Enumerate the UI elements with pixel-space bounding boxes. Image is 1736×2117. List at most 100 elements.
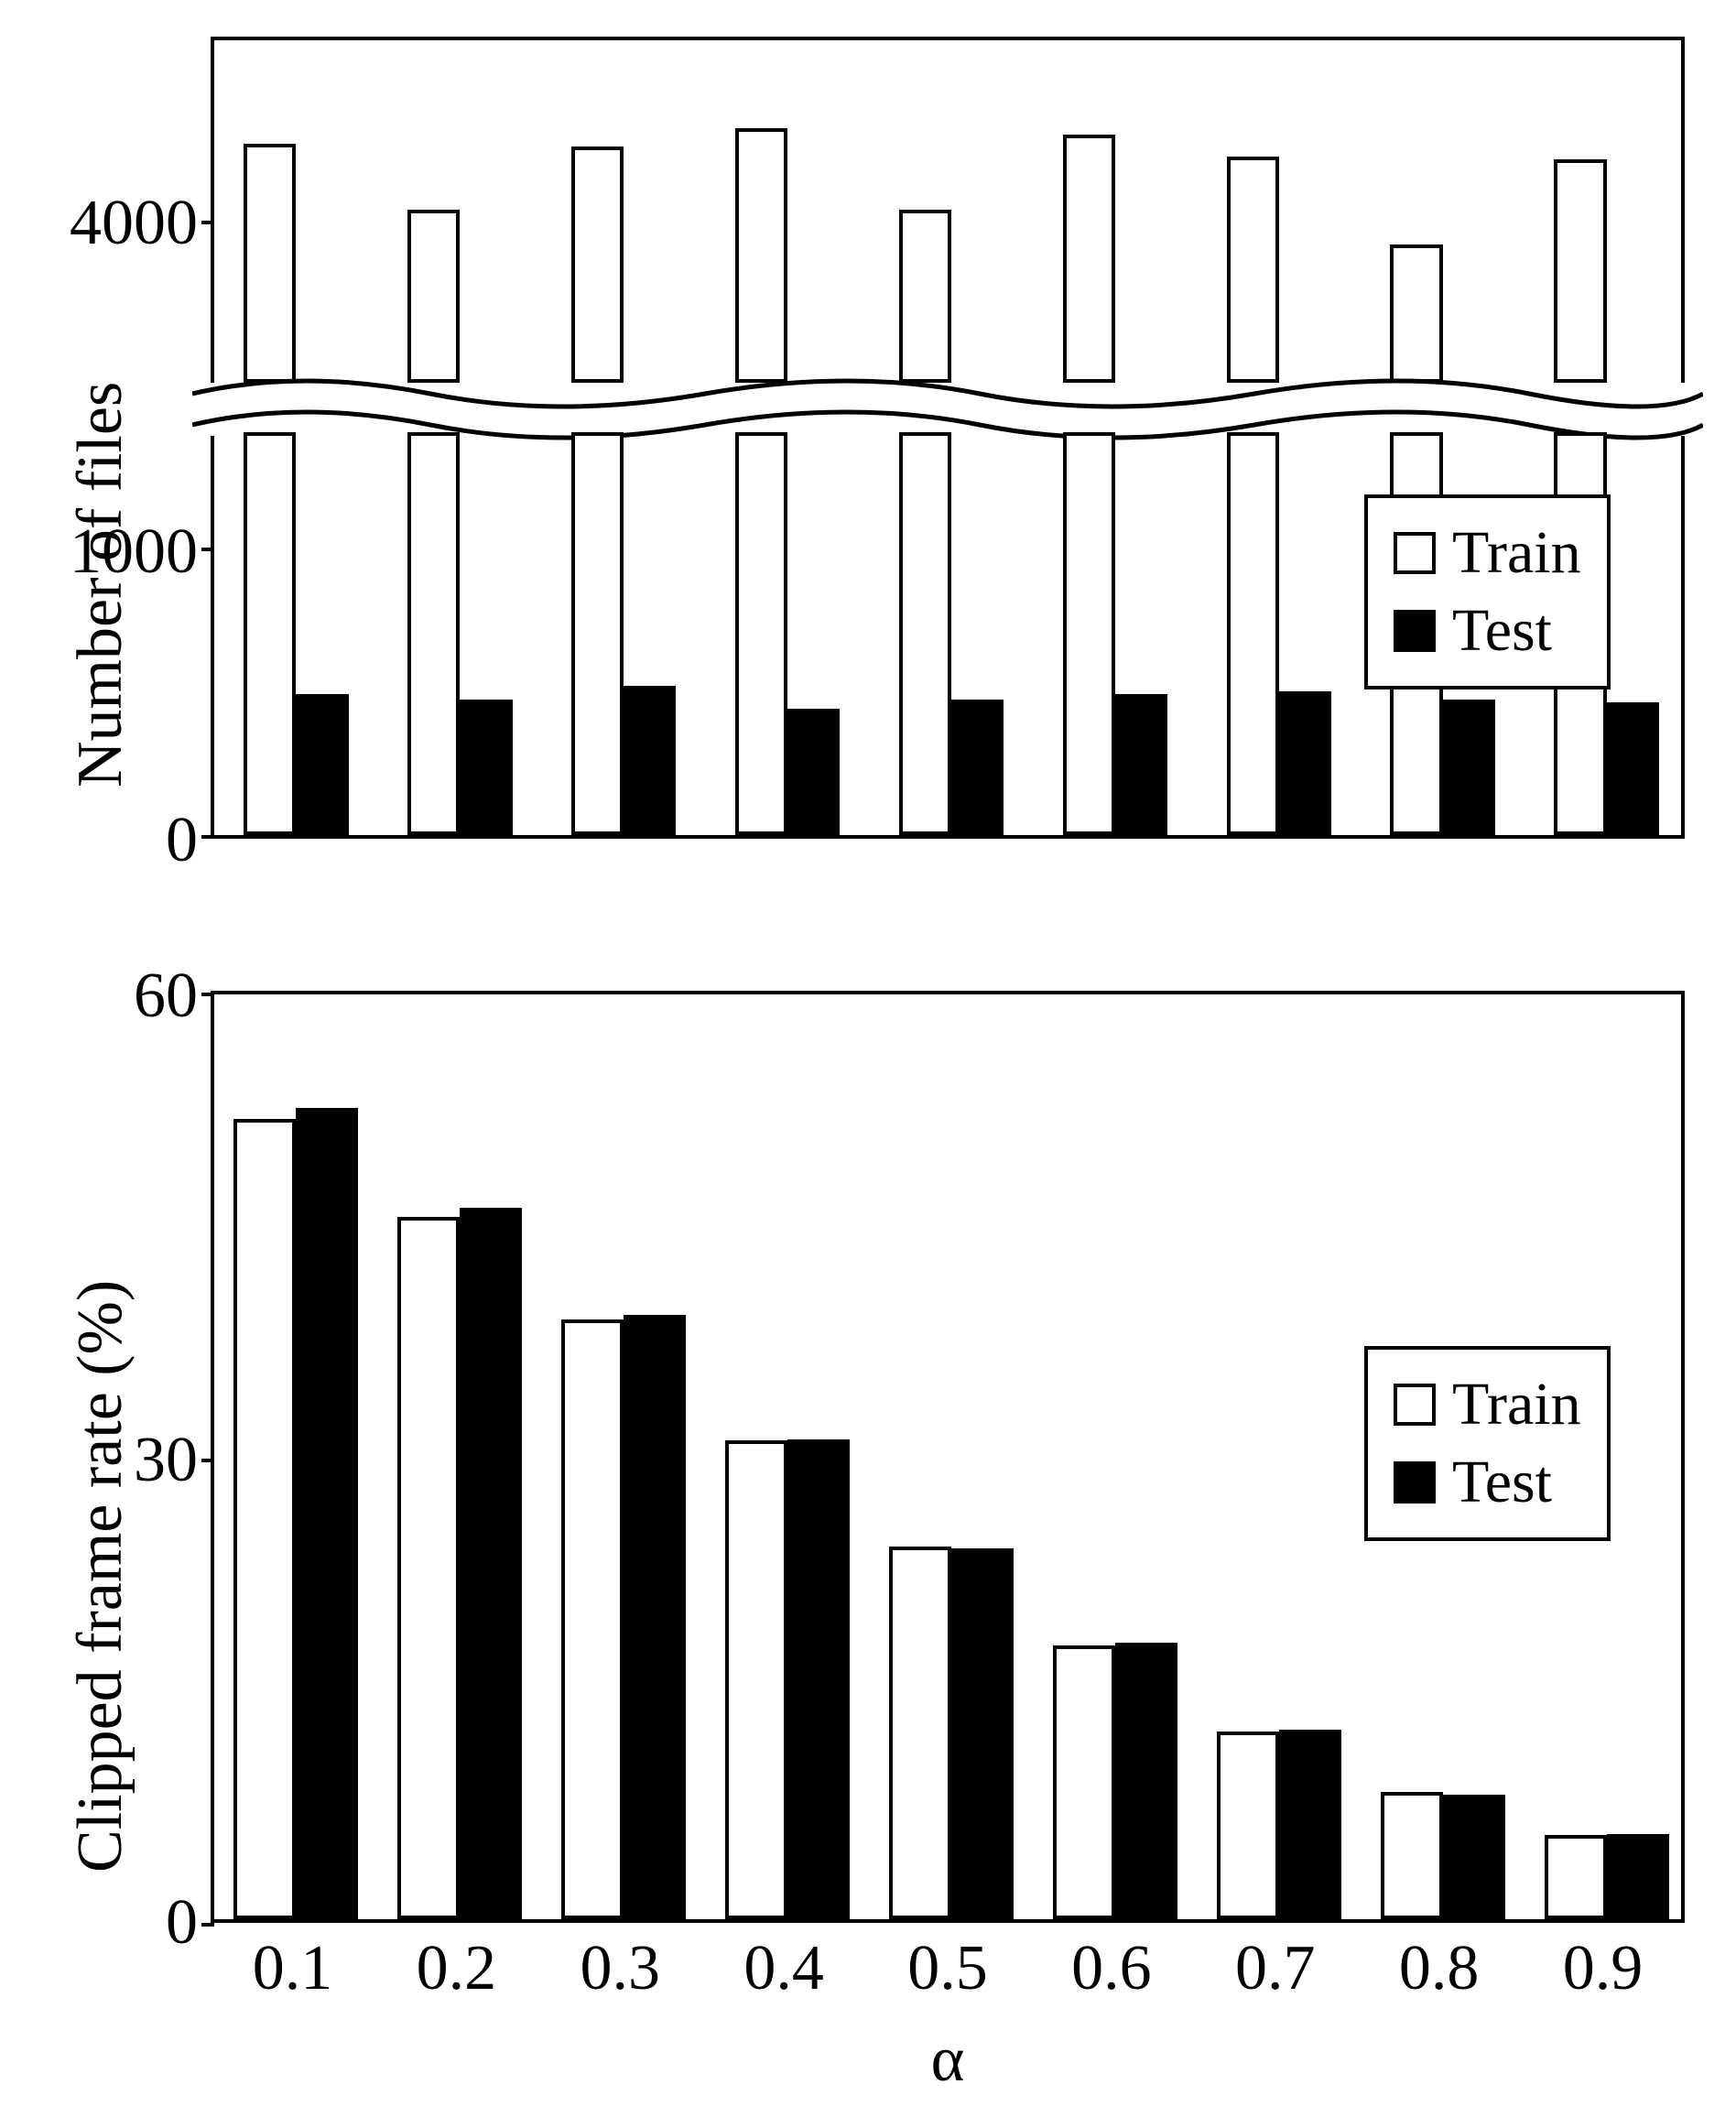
bar-top-test <box>787 709 840 835</box>
bar-bottom-test <box>1443 1795 1505 1919</box>
bar-stub <box>1604 831 1610 835</box>
legend-item-train: Train <box>1394 515 1581 592</box>
bar-top-train <box>1227 157 1279 383</box>
bar-top-test <box>1279 691 1331 835</box>
chart-top-ytick-4000: 4000 <box>42 187 198 260</box>
ytick-mark <box>201 221 214 224</box>
x-axis-labels: 0.1 0.2 0.3 0.4 0.5 0.6 0.7 0.8 0.9 <box>211 1932 1685 2005</box>
ytick-mark <box>201 548 214 551</box>
bar-bottom-test <box>1279 1730 1341 1919</box>
bar-stub <box>621 1916 626 1919</box>
legend-item-test: Test <box>1394 1444 1581 1522</box>
bar-top-test <box>1443 700 1495 835</box>
bar-top-test <box>460 700 512 835</box>
bar-top-train <box>244 144 296 383</box>
bar-stub <box>293 1916 298 1919</box>
chart-bottom-ytick-0: 0 <box>42 1886 198 1960</box>
bar-top-test <box>296 694 348 835</box>
bar-top-train <box>1227 432 1279 835</box>
bar-bottom-train <box>233 1119 296 1919</box>
bar-top-test <box>624 686 676 835</box>
legend-label-train: Train <box>1452 520 1581 587</box>
bar-bottom-test <box>460 1208 522 1919</box>
x-tick-label: 0.9 <box>1563 1932 1644 2005</box>
ytick-mark <box>201 1923 214 1927</box>
bar-bottom-train <box>397 1217 460 1919</box>
bar-top-train <box>1063 135 1115 383</box>
bar-bottom-test <box>1115 1643 1177 1919</box>
bar-bottom-train <box>561 1319 624 1919</box>
legend-label-train: Train <box>1452 1372 1581 1438</box>
bar-top-train <box>1390 244 1442 383</box>
bar-stub <box>1440 831 1446 835</box>
bar-top-train <box>1063 432 1115 835</box>
bar-top-test <box>1115 694 1167 835</box>
bar-stub <box>1440 1916 1446 1919</box>
ytick-mark <box>201 1459 214 1462</box>
bar-stub <box>1112 1916 1118 1919</box>
chart-bottom-ytick-60: 60 <box>42 960 198 1033</box>
bar-top-test <box>951 700 1004 835</box>
chart-top: Number of files 0 1000 4000 Train Test <box>0 0 1736 925</box>
ytick-mark <box>201 993 214 996</box>
bar-stub <box>1604 1916 1610 1919</box>
chart-bottom-ytick-30: 30 <box>42 1424 198 1497</box>
legend-swatch-test <box>1394 1461 1436 1504</box>
bar-stub <box>293 831 298 835</box>
chart-top-ytick-1000: 1000 <box>42 516 198 589</box>
bar-top-train <box>899 210 951 383</box>
legend-swatch-test <box>1394 610 1436 652</box>
bar-bottom-train <box>1545 1835 1607 1919</box>
legend-item-test: Test <box>1394 592 1581 670</box>
bar-bottom-test <box>296 1108 358 1919</box>
bar-top-train <box>407 432 460 835</box>
x-tick-label: 0.2 <box>417 1932 497 2005</box>
bar-stub <box>457 831 462 835</box>
bar-top-train <box>244 432 296 835</box>
bar-bottom-test <box>951 1548 1014 1920</box>
legend-label-test: Test <box>1452 598 1552 665</box>
bar-stub <box>785 831 790 835</box>
bar-top-train <box>571 147 624 383</box>
bar-stub <box>949 1916 954 1919</box>
x-tick-label: 0.8 <box>1399 1932 1480 2005</box>
bar-stub <box>457 1916 462 1919</box>
x-tick-label: 0.5 <box>907 1932 988 2005</box>
bar-stub <box>621 831 626 835</box>
x-tick-label: 0.6 <box>1071 1932 1152 2005</box>
bar-bottom-train <box>889 1547 951 1919</box>
legend-swatch-train <box>1394 1384 1436 1426</box>
bar-bottom-train <box>1053 1645 1115 1919</box>
x-tick-label: 0.7 <box>1235 1932 1316 2005</box>
legend-swatch-train <box>1394 532 1436 574</box>
chart-top-upper-plot <box>211 37 1685 383</box>
legend-label-test: Test <box>1452 1449 1552 1516</box>
bar-bottom-test <box>1607 1834 1669 1919</box>
x-tick-label: 0.3 <box>580 1932 660 2005</box>
x-tick-label: 0.1 <box>253 1932 333 2005</box>
bar-top-train <box>899 432 951 835</box>
bar-top-test <box>1607 702 1659 835</box>
bar-bottom-test <box>787 1439 850 1919</box>
chart-top-legend: Train Test <box>1364 494 1611 689</box>
bar-bottom-train <box>1217 1732 1279 1919</box>
bar-bottom-test <box>624 1315 686 1919</box>
x-axis-title: α <box>211 2024 1685 2097</box>
chart-top-ytick-0: 0 <box>42 804 198 877</box>
bar-top-train <box>735 128 787 383</box>
bar-stub <box>1276 831 1282 835</box>
bar-top-train <box>735 432 787 835</box>
ytick-mark <box>201 835 214 839</box>
chart-top-upper-bars <box>214 40 1681 383</box>
bar-stub <box>949 831 954 835</box>
bar-bottom-train <box>1381 1792 1443 1919</box>
legend-item-train: Train <box>1394 1366 1581 1444</box>
bar-stub <box>1276 1916 1282 1919</box>
bar-stub <box>1112 831 1118 835</box>
x-tick-label: 0.4 <box>743 1932 824 2005</box>
chart-bottom-ylabel: Clipped frame rate (%) <box>64 1280 137 1873</box>
bar-bottom-train <box>725 1440 787 1919</box>
bar-stub <box>785 1916 790 1919</box>
bar-top-train <box>1554 159 1606 383</box>
chart-bottom: Clipped frame rate (%) 0 30 60 Train Tes… <box>0 925 1736 2117</box>
